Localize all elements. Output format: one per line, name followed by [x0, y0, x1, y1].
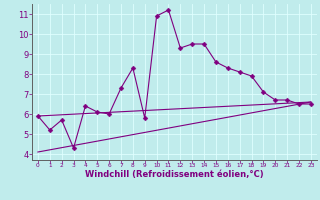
X-axis label: Windchill (Refroidissement éolien,°C): Windchill (Refroidissement éolien,°C)	[85, 170, 264, 179]
